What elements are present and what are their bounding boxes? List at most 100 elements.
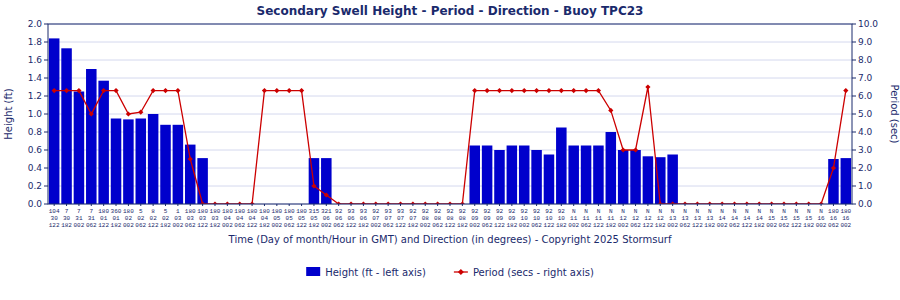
x-tick-label-line: N <box>708 208 712 215</box>
x-tick-label-line: 122 <box>692 222 703 229</box>
marker <box>287 88 292 93</box>
x-tick <box>190 204 191 206</box>
y2-tick <box>852 24 856 25</box>
x-tick-label-line: 315 <box>309 208 320 215</box>
x-axis-label: Time (Day of month/Hour in GMT) and Dire… <box>228 234 672 245</box>
x-tick <box>450 204 451 206</box>
marker <box>645 84 650 89</box>
x-tick-label: 502062 <box>135 208 146 229</box>
x-tick-label-line: 5 <box>139 208 143 215</box>
x-tick-label: 9210002 <box>519 208 530 229</box>
bar <box>61 48 72 204</box>
y-tick <box>44 78 48 79</box>
x-tick-label-line: 13 <box>669 215 677 222</box>
x-tick-label-line: 92 <box>508 208 516 215</box>
y2-tick <box>852 132 856 133</box>
bar <box>643 156 654 204</box>
x-tick-label: 18004122 <box>247 208 258 229</box>
y2-tick-label: 4.0 <box>858 127 873 137</box>
grid-line <box>48 42 852 43</box>
x-tick-label-line: 03 <box>187 215 195 222</box>
x-tick-label-line: 92 <box>545 208 553 215</box>
y-tick <box>44 24 48 25</box>
x-tick-label-line: 182 <box>61 222 72 229</box>
x-tick-label: 731062 <box>86 208 97 229</box>
y2-tick-label: 5.0 <box>858 109 873 119</box>
marker <box>497 88 502 93</box>
marker <box>831 165 836 170</box>
x-tick-label-line: 182 <box>754 222 765 229</box>
x-tick-label: N11002 <box>568 208 579 229</box>
x-tick <box>598 204 599 206</box>
x-tick <box>375 204 376 206</box>
x-tick-label: 18003062 <box>185 208 196 229</box>
x-tick-label-line: 122 <box>791 222 802 229</box>
x-tick-label: 18005062 <box>284 208 295 229</box>
y-axis-label: Height (ft) <box>3 88 14 139</box>
x-tick-label-line: 180 <box>98 208 109 215</box>
x-tick-label-line: 92 <box>496 208 504 215</box>
bar <box>98 81 109 204</box>
x-tick-label-line: N <box>658 208 662 215</box>
x-tick-label-line: 122 <box>445 222 456 229</box>
x-tick-label-line: 02 <box>125 215 133 222</box>
x-tick-label-line: 15 <box>780 215 788 222</box>
x-tick <box>783 204 784 206</box>
bar <box>49 38 60 204</box>
x-tick-label-line: 13 <box>706 215 714 222</box>
y2-tick-label: 6.0 <box>858 91 873 101</box>
y-tick <box>44 42 48 43</box>
x-tick-label-line: 04 <box>261 215 269 222</box>
x-tick <box>437 204 438 206</box>
x-tick-label-line: 15 <box>768 215 776 222</box>
x-tick-label-line: 12 <box>620 215 628 222</box>
x-tick-label-line: N <box>597 208 601 215</box>
marker <box>52 88 57 93</box>
x-tick-label-line: 04 <box>224 215 232 222</box>
y2-tick-label: 0.0 <box>858 199 873 209</box>
x-tick-label: 18005122 <box>296 208 307 229</box>
x-tick-label-line: 07 <box>409 215 417 222</box>
x-tick-label-line: N <box>646 208 650 215</box>
legend: Height (ft - left axis)Period (secs - ri… <box>306 267 594 278</box>
y-tick-label: 0.8 <box>28 127 43 137</box>
x-tick-label-line: N <box>770 208 774 215</box>
y-tick-label: 0.0 <box>28 199 43 209</box>
x-tick-label-line: 002 <box>271 222 282 229</box>
marker <box>262 88 267 93</box>
x-tick-label-line: 062 <box>333 222 344 229</box>
marker <box>324 192 329 197</box>
x-tick-label-line: 02 <box>150 215 158 222</box>
x-tick <box>586 204 587 206</box>
x-tick-label: N11182 <box>605 208 616 229</box>
marker <box>571 88 576 93</box>
x-tick-label-line: N <box>634 208 638 215</box>
x-tick-label-line: N <box>720 208 724 215</box>
x-tick-label-line: 92 <box>459 208 467 215</box>
x-tick-label: 18016062 <box>828 208 839 229</box>
y-tick <box>44 168 48 169</box>
x-tick-label-line: 13 <box>681 215 689 222</box>
x-tick-label-line: 002 <box>469 222 480 229</box>
y2-tick <box>852 150 856 151</box>
x-tick-label-line: 180 <box>840 208 851 215</box>
x-tick <box>697 204 698 206</box>
x-tick-label-line: 062 <box>581 222 592 229</box>
x-tick-label: 9307122 <box>395 208 406 229</box>
x-tick-label: N13002 <box>667 208 678 229</box>
bar <box>197 158 208 204</box>
y-tick-label: 0.2 <box>28 181 42 191</box>
x-tick-label: 9209062 <box>482 208 493 229</box>
y-tick <box>44 114 48 115</box>
x-tick-label-line: N <box>733 208 737 215</box>
x-tick-label: N15182 <box>803 208 814 229</box>
x-tick-label-line: 15 <box>805 215 813 222</box>
x-tick-label-line: 05 <box>298 215 306 222</box>
x-tick <box>499 204 500 206</box>
x-tick-label-line: 14 <box>719 215 727 222</box>
y2-tick-label: 10.0 <box>858 19 878 29</box>
x-tick-label: N15002 <box>766 208 777 229</box>
x-tick-label-line: N <box>745 208 749 215</box>
x-tick <box>833 204 834 206</box>
x-tick-label: 31505182 <box>309 208 320 229</box>
